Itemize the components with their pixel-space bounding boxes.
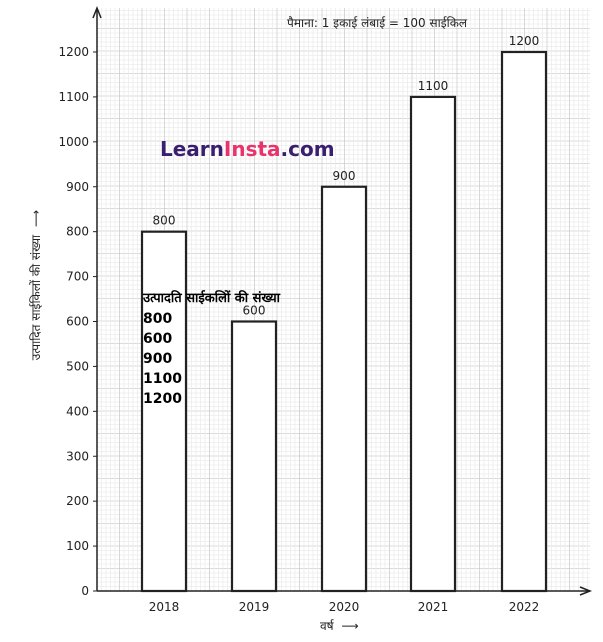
watermark-com: .com xyxy=(281,137,335,161)
y-tick-label: 500 xyxy=(66,359,89,373)
y-tick-label: 1200 xyxy=(58,45,89,59)
watermark-insta: Insta xyxy=(224,137,281,161)
data-labels: 800 600 900 1100 1200 xyxy=(153,34,540,318)
y-tick-label: 900 xyxy=(66,180,89,194)
x-axis-arrow: ⟶ xyxy=(341,619,358,633)
y-axis-ticks: 0 100 200 300 400 500 600 700 800 900 1000 1100 1200 xyxy=(58,45,97,598)
x-axis-label: वर्ष ⟶ xyxy=(320,619,359,633)
y-axis-label-text: उत्पादित साईकिलों की संख्या xyxy=(29,234,43,360)
y-axis-label-group: उत्पादित साईकिलों की संख्या ⟶ xyxy=(29,210,43,360)
bar xyxy=(320,185,368,593)
overlay-value: 800 xyxy=(143,311,173,327)
x-tick-label: 2018 xyxy=(149,600,180,614)
x-axis-arrowhead xyxy=(579,586,593,596)
y-tick-label: 100 xyxy=(66,539,89,553)
bar xyxy=(500,50,548,593)
data-label: 600 xyxy=(243,304,266,318)
overlay-value: 1200 xyxy=(143,391,182,407)
bar xyxy=(140,230,188,593)
data-label: 900 xyxy=(333,169,356,183)
y-tick-label: 600 xyxy=(66,315,89,329)
bar xyxy=(230,320,278,593)
overlay-values: 800 600 900 1100 1200 xyxy=(143,309,280,409)
y-tick-label: 0 xyxy=(81,584,89,598)
y-axis-arrow: ⟶ xyxy=(29,210,43,227)
x-axis-ticks: 2018 2019 2020 2021 2022 xyxy=(149,600,540,614)
data-label: 1200 xyxy=(509,34,540,48)
overlay-text-block: उत्पादति साईकलिों की संख्या 800 600 900 … xyxy=(143,289,280,409)
y-tick-label: 800 xyxy=(66,225,89,239)
y-tick-label: 200 xyxy=(66,494,89,508)
y-tick-label: 700 xyxy=(66,270,89,284)
y-tick-label: 1000 xyxy=(58,135,89,149)
data-label: 800 xyxy=(153,214,176,228)
y-axis-label: उत्पादित साईकिलों की संख्या ⟶ xyxy=(29,210,43,360)
scale-note: पैमाना: 1 इकाई लंबाई = 100 साईकिल xyxy=(287,16,468,30)
y-tick-label: 1100 xyxy=(58,90,89,104)
overlay-value: 600 xyxy=(143,331,173,347)
overlay-value: 1100 xyxy=(143,371,182,387)
y-tick-label: 400 xyxy=(66,404,89,418)
x-tick-label: 2020 xyxy=(329,600,360,614)
x-axis-label-text: वर्ष xyxy=(320,619,335,633)
bars xyxy=(140,50,548,593)
y-axis-arrowhead xyxy=(92,5,102,19)
bar xyxy=(409,95,457,593)
overlay-title: उत्पादति साईकलिों की संख्या xyxy=(143,291,280,306)
y-tick-label: 300 xyxy=(66,449,89,463)
x-tick-label: 2021 xyxy=(418,600,449,614)
x-tick-label: 2019 xyxy=(239,600,270,614)
watermark: LearnInsta.com xyxy=(160,137,335,161)
x-tick-label: 2022 xyxy=(509,600,540,614)
watermark-learn: Learn xyxy=(160,137,224,161)
data-label: 1100 xyxy=(418,79,449,93)
overlay-value: 900 xyxy=(143,351,173,367)
